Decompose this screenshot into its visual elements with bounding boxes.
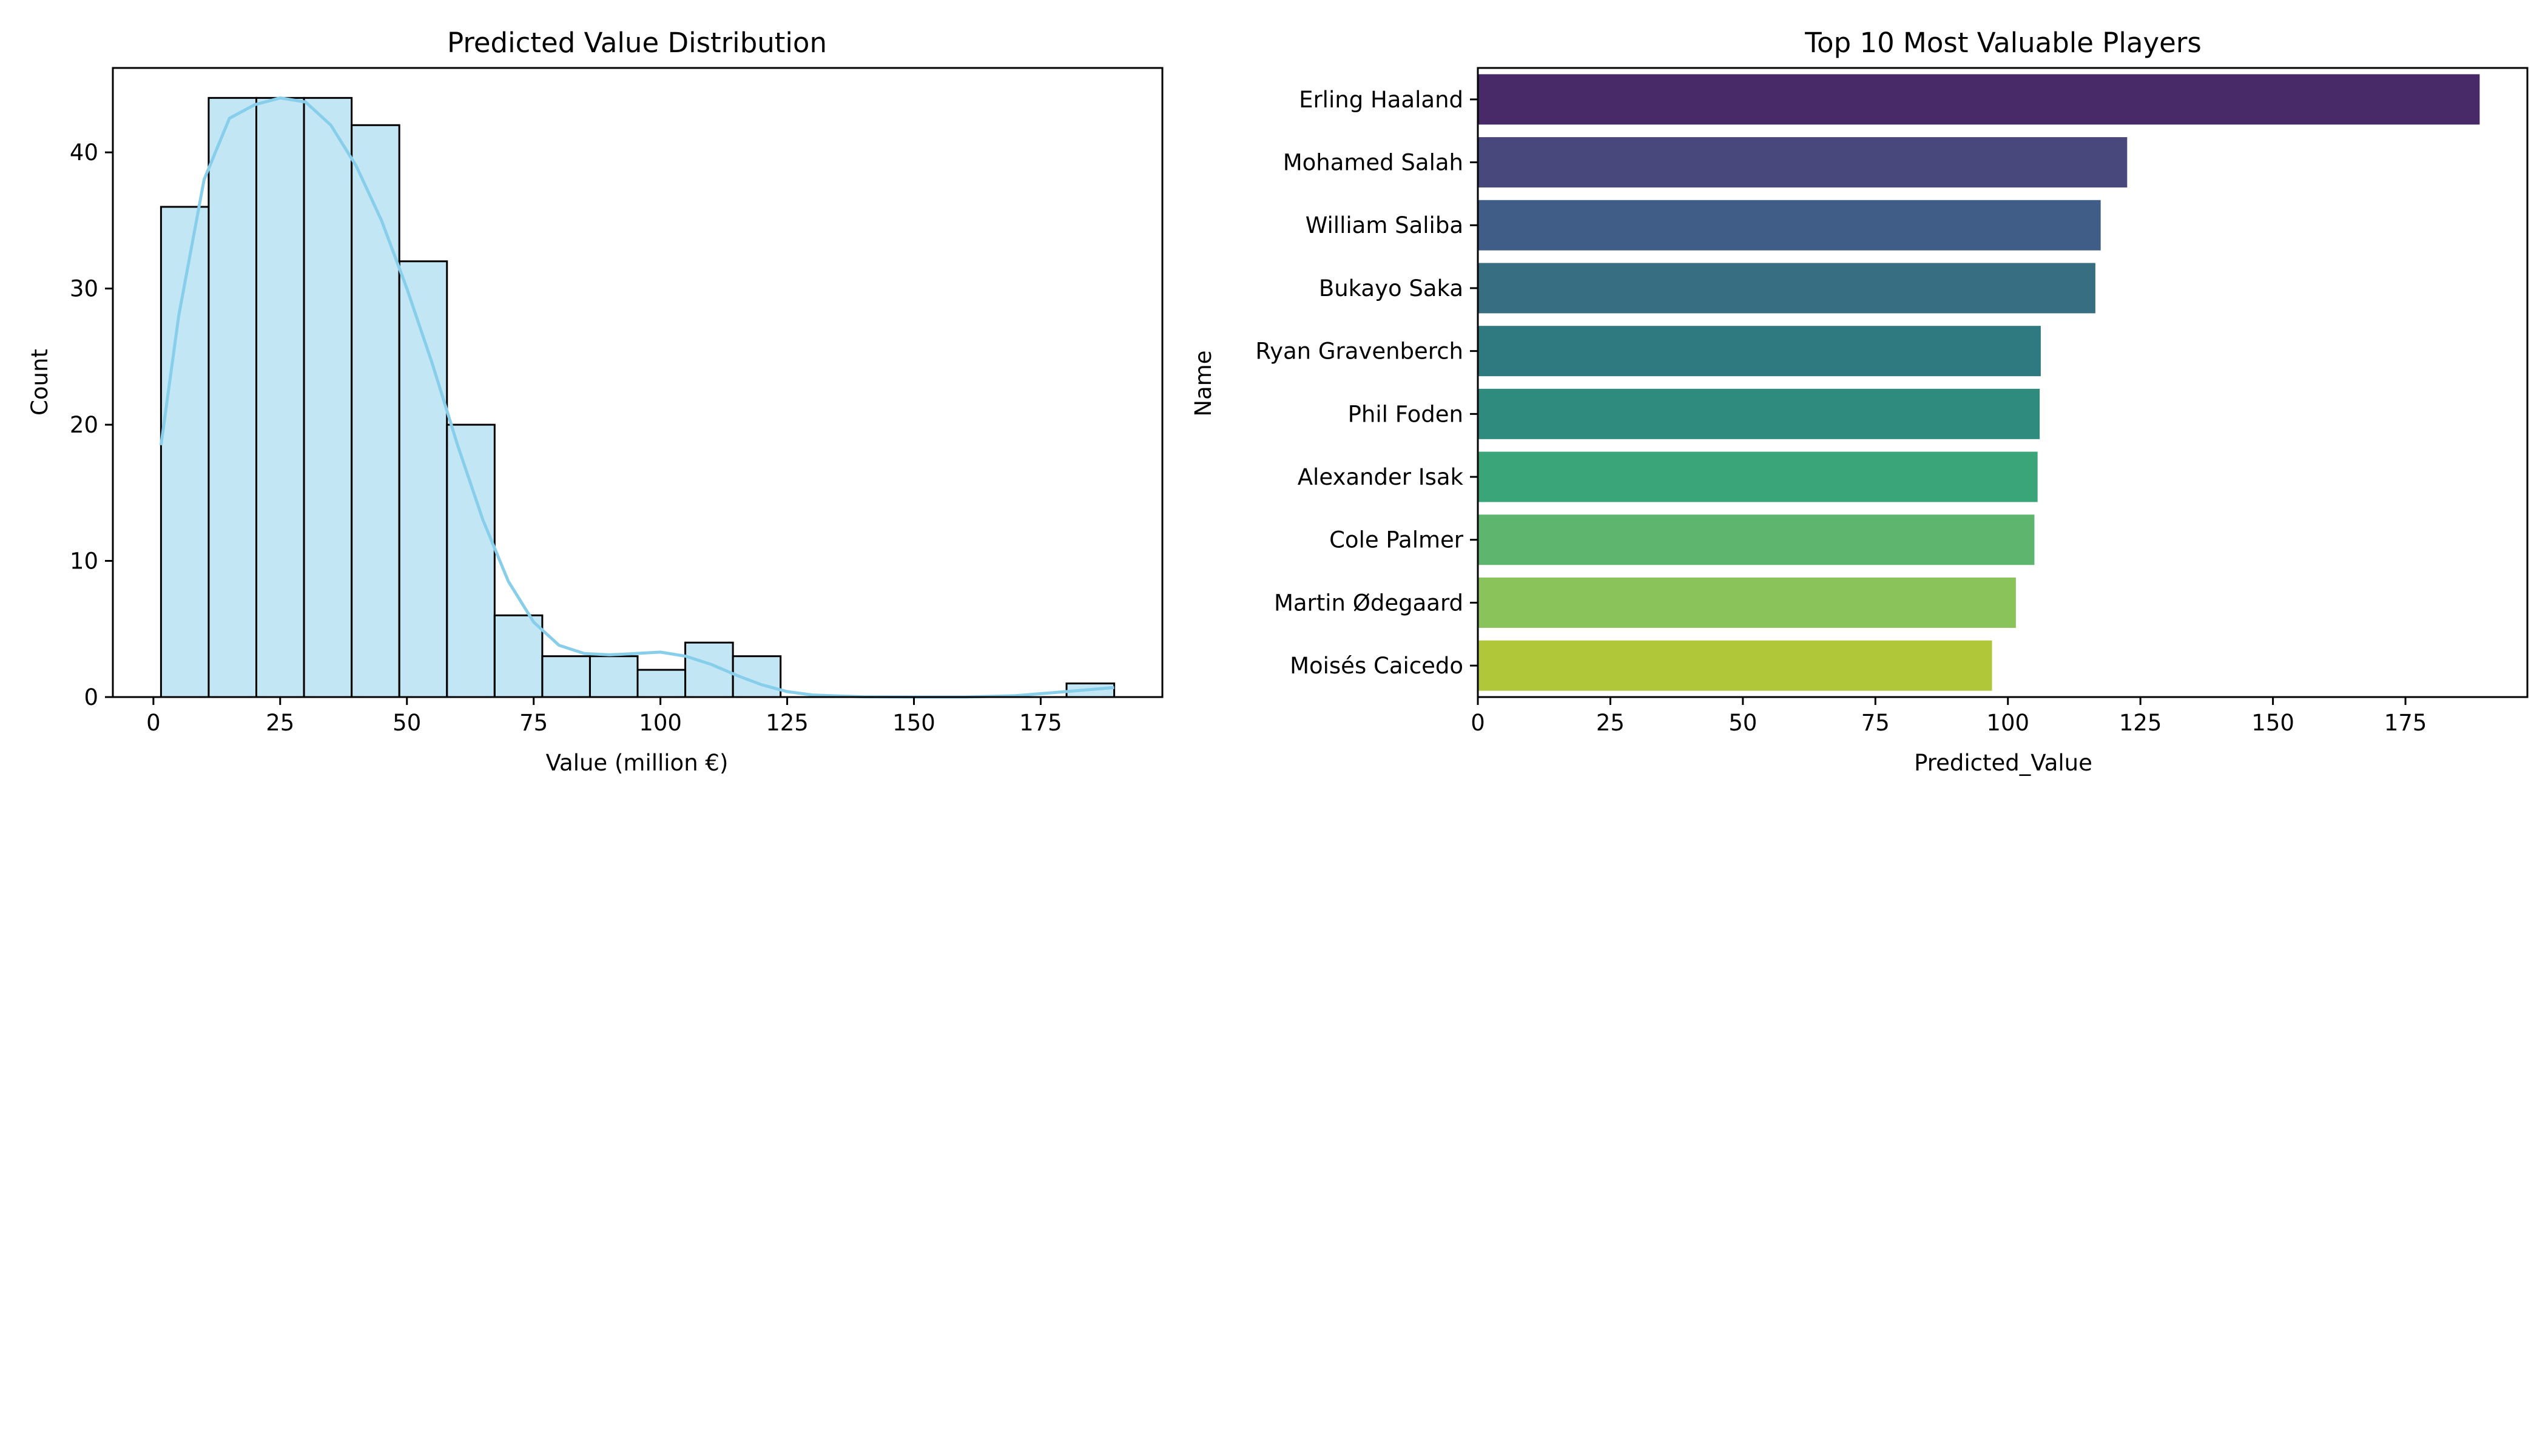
y-tick-label: 40 [70, 140, 98, 166]
y-tick-label: 0 [84, 684, 98, 710]
top-players-x-ticks: 0 25 50 75 100 125 150 175 [1471, 697, 2427, 736]
histogram-x-label: Value (million €) [546, 750, 729, 776]
top-players-x-label: Predicted_Value [1914, 750, 2092, 776]
x-tick-label: 100 [639, 710, 682, 736]
x-tick-label: 25 [1596, 710, 1625, 736]
x-tick-label: 150 [892, 710, 935, 736]
histogram-bar [493, 614, 544, 698]
histogram-y-label: Count [27, 349, 53, 416]
player-name-label: William Saliba [1306, 212, 1463, 238]
x-tick-label: 25 [266, 710, 294, 736]
player-bar [1478, 577, 2016, 628]
x-tick-label: 0 [1471, 710, 1485, 736]
histogram-chart: Predicted Value Distribution 0 25 50 75 100 1… [27, 27, 1164, 776]
player-bar [1478, 514, 2035, 565]
player-bar [1478, 200, 2101, 251]
x-tick-label: 50 [1728, 710, 1757, 736]
top-players-chart: Top 10 Most Valuable Players 0 25 50 75 100 1… [1190, 27, 2529, 776]
histogram-bar [303, 96, 353, 698]
top-players-y-ticks: Erling Haaland Mohamed Salah William Salib… [1255, 87, 1478, 679]
x-tick-label: 0 [146, 710, 161, 736]
x-tick-label: 75 [1861, 710, 1890, 736]
player-name-label: Phil Foden [1348, 401, 1463, 427]
x-tick-label: 125 [766, 710, 809, 736]
player-bar [1478, 388, 2040, 439]
player-name-label: Erling Haaland [1299, 87, 1463, 113]
histogram-y-ticks: 0 10 20 30 40 [70, 140, 113, 710]
player-bar [1478, 137, 2128, 188]
top-players-y-label: Name [1190, 350, 1216, 416]
histogram-bar [398, 260, 448, 698]
histogram-bar [351, 124, 400, 698]
histogram-bar [588, 655, 639, 698]
histogram-bar [446, 423, 496, 698]
histogram-bar [255, 96, 305, 698]
histogram-bar [636, 669, 687, 698]
histogram-axes-frame [112, 67, 1164, 698]
player-name-label: Moisés Caicedo [1290, 653, 1463, 679]
y-tick-label: 10 [70, 548, 98, 575]
y-tick-label: 20 [70, 412, 98, 438]
top-players-bars [1478, 74, 2480, 691]
player-bar [1478, 451, 2038, 502]
player-bar [1478, 640, 1992, 691]
x-tick-label: 175 [2384, 710, 2427, 736]
histogram-bar [207, 96, 258, 698]
player-name-label: Bukayo Saka [1319, 275, 1463, 302]
histogram-bars [160, 96, 1116, 698]
player-name-label: Alexander Isak [1298, 464, 1464, 490]
x-tick-label: 175 [1019, 710, 1062, 736]
x-tick-label: 100 [1986, 710, 2029, 736]
histogram-title: Predicted Value Distribution [447, 27, 827, 59]
histogram-bar [541, 655, 591, 698]
top-players-title: Top 10 Most Valuable Players [1804, 27, 2202, 59]
x-tick-label: 125 [2119, 710, 2162, 736]
player-bar [1478, 263, 2095, 314]
player-bar [1478, 326, 2041, 377]
y-tick-label: 30 [70, 276, 98, 302]
player-name-label: Ryan Gravenberch [1255, 339, 1463, 365]
player-name-label: Cole Palmer [1329, 527, 1464, 553]
top-players-axes-frame [1477, 67, 2529, 698]
player-bar [1478, 74, 2480, 125]
x-tick-label: 75 [519, 710, 548, 736]
x-tick-label: 150 [2251, 710, 2294, 736]
histogram-x-ticks: 0 25 50 75 100 125 150 175 [146, 697, 1062, 736]
x-tick-label: 50 [393, 710, 421, 736]
player-name-label: Mohamed Salah [1283, 150, 1463, 176]
player-name-label: Martin Ødegaard [1274, 590, 1463, 616]
